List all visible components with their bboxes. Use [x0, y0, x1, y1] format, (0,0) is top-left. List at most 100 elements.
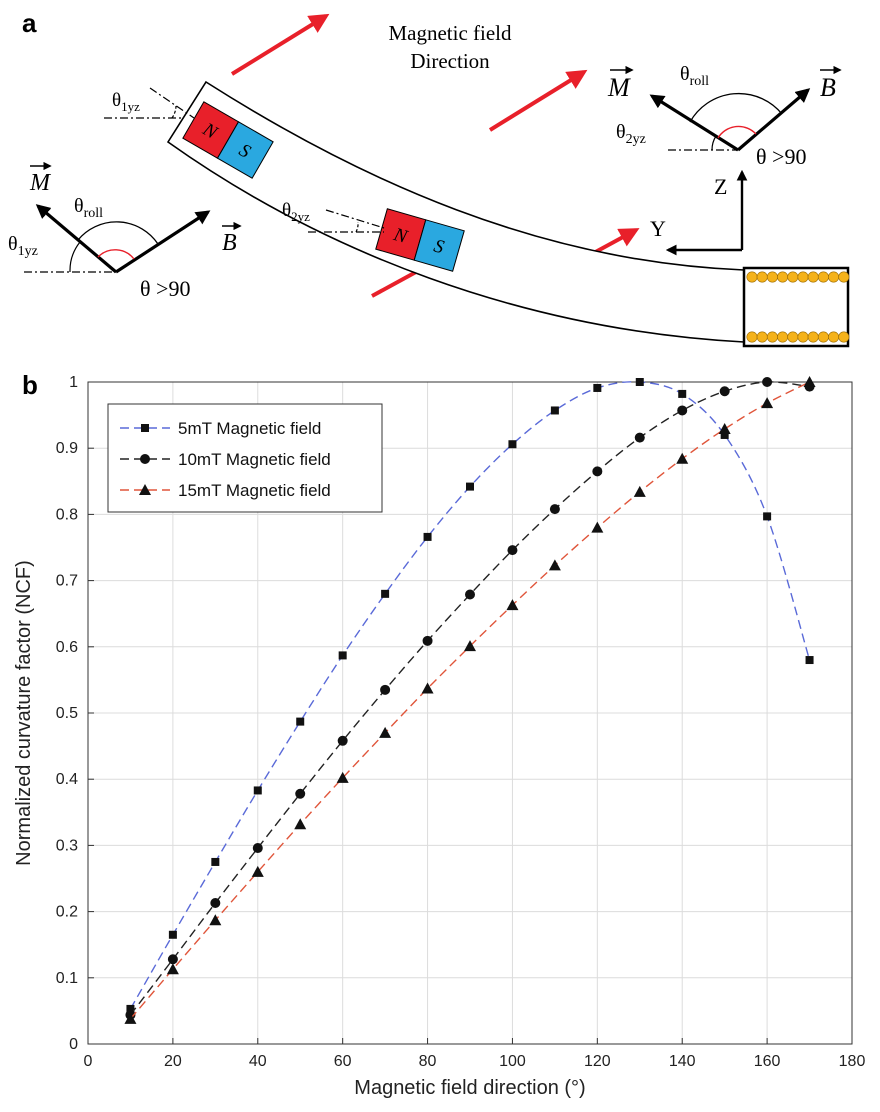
y-ticks: 0 0.1 0.2 0.3 0.4 0.5 0.6 0.7 0.8 0.9 1: [56, 374, 94, 1053]
coil-turn: [756, 331, 768, 343]
data-point: [423, 532, 432, 541]
x-axis-title: Magnetic field direction (°): [354, 1077, 585, 1099]
coil-turn: [797, 331, 809, 343]
data-point: [803, 376, 816, 387]
data-point: [167, 954, 178, 965]
left-roll-label: θroll: [74, 195, 103, 221]
field-arrow: [488, 69, 588, 132]
data-point: [508, 440, 517, 449]
y-tick-label: 0: [69, 1036, 78, 1053]
data-point: [762, 377, 773, 387]
x-ticks: 0 20 40 60 80 100 120 140 160 180: [84, 1038, 865, 1070]
series-layer: [124, 376, 816, 1024]
field-arrow: [371, 270, 417, 298]
chart-legend: 5mT Magnetic field 10mT Magnetic field 15m…: [107, 403, 383, 513]
x-tick-label: 20: [164, 1053, 182, 1070]
coil-turn: [838, 331, 850, 343]
data-point: [763, 512, 772, 521]
data-point: [634, 432, 645, 443]
x-tick-label: 120: [584, 1053, 611, 1070]
x-tick-label: 60: [334, 1053, 352, 1070]
magnet-1-angle-arc: [171, 105, 177, 119]
y-tick-label: 0.4: [56, 771, 78, 788]
data-point: [381, 589, 390, 598]
y-tick-label: 0.8: [56, 506, 78, 523]
series-line: [129, 381, 810, 1020]
panel-a-diagram: a Magnetic field Direction N S θ1yz: [8, 8, 850, 348]
coil-turn: [828, 331, 840, 343]
data-point: [676, 452, 689, 464]
series-line: [129, 381, 810, 1016]
legend-marker: [140, 454, 150, 464]
y-tick-label: 0.6: [56, 639, 78, 656]
data-point: [337, 735, 348, 746]
coil-turn: [777, 271, 789, 283]
data-point: [166, 963, 179, 975]
data-point: [678, 389, 687, 398]
coil-turn: [756, 271, 768, 283]
legend-marker: [139, 484, 151, 495]
magnet-2: N S: [375, 208, 465, 272]
left-1yz-arc: [69, 241, 81, 273]
right-b-label: B: [820, 73, 836, 102]
magnet-2-angle-label: θ2yz: [282, 200, 310, 224]
data-point: [465, 589, 475, 600]
coil-turn: [746, 331, 758, 343]
x-tick-label: 140: [669, 1053, 696, 1070]
left-m-vector: [35, 204, 118, 274]
data-point: [718, 423, 731, 435]
data-point: [253, 786, 262, 795]
right-theta-gt-90: θ >90: [756, 144, 806, 169]
data-point: [592, 466, 603, 477]
coil-turn: [807, 271, 819, 283]
field-title-line1: Magnetic field: [388, 21, 512, 45]
data-point: [252, 843, 263, 854]
left-1yz-label: θ1yz: [8, 233, 38, 259]
data-point: [251, 865, 264, 877]
legend-label: 10mT Magnetic field: [178, 450, 331, 469]
right-roll-arc: [689, 92, 783, 123]
coil-top-row: [746, 271, 850, 283]
y-tick-label: 0.3: [56, 837, 78, 854]
left-b-vector: [115, 210, 211, 274]
data-point: [761, 397, 774, 409]
series-1: [126, 378, 814, 1013]
y-tick-label: 1: [69, 374, 78, 391]
data-point: [379, 726, 392, 738]
data-point: [549, 504, 560, 515]
data-point: [380, 684, 391, 695]
panel-a-label: a: [22, 8, 37, 38]
y-tick-label: 0.7: [56, 573, 78, 590]
data-point: [211, 857, 220, 866]
right-2yz-label: θ2yz: [616, 121, 646, 147]
x-tick-label: 160: [754, 1053, 781, 1070]
y-tick-label: 0.5: [56, 705, 78, 722]
x-tick-label: 80: [419, 1053, 437, 1070]
magnet-2-angle-arc: [355, 221, 359, 233]
left-vector-diagram: M B θroll θ1yz θ >90: [8, 161, 242, 301]
coil-turn: [797, 271, 809, 283]
left-roll-arc: [77, 221, 159, 245]
data-point: [294, 818, 307, 830]
data-point: [635, 378, 644, 386]
z-axis-label: Z: [714, 174, 727, 199]
legend-marker: [141, 424, 149, 432]
right-roll-label: θroll: [680, 63, 709, 89]
right-m-label: M: [607, 73, 631, 102]
y-tick-label: 0.2: [56, 904, 78, 921]
data-point: [126, 1004, 135, 1013]
coil-turn: [817, 331, 829, 343]
magnet-2-south: [413, 219, 465, 272]
x-tick-label: 100: [499, 1053, 526, 1070]
data-point: [466, 482, 474, 491]
coil-turn: [787, 271, 799, 283]
data-point: [338, 651, 347, 660]
y-tick-label: 0.9: [56, 440, 78, 457]
data-point: [548, 559, 561, 571]
data-point: [591, 521, 604, 533]
data-point: [633, 485, 646, 497]
data-point: [168, 930, 177, 939]
legend-label: 15mT Magnetic field: [178, 481, 331, 500]
magnet-1-south: [216, 121, 274, 179]
